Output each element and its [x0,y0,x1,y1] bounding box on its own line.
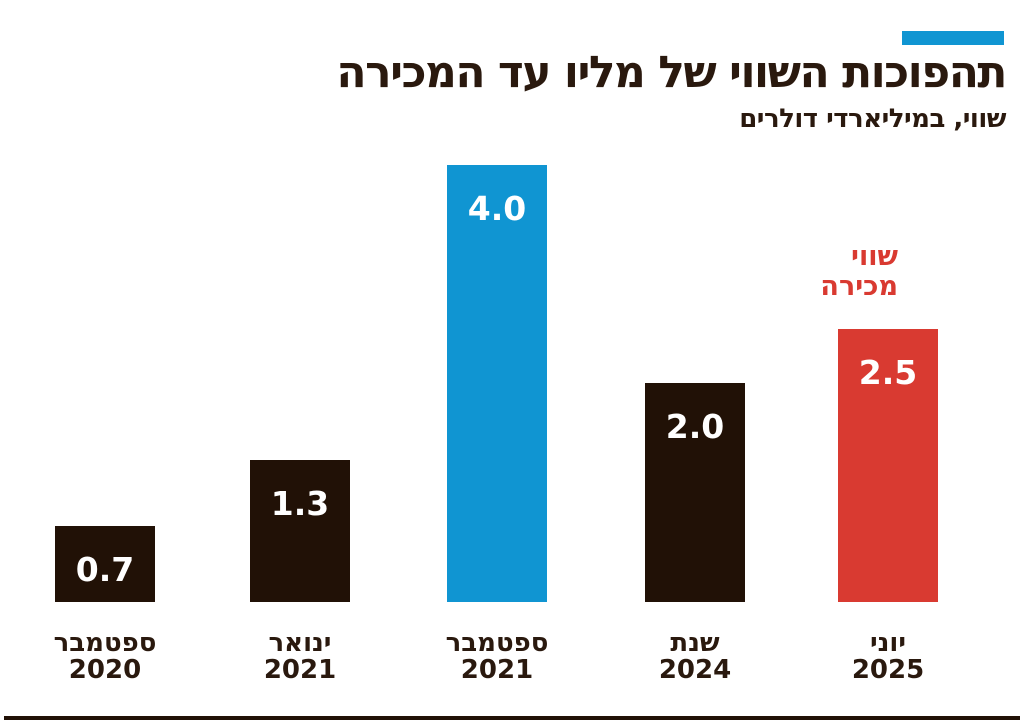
bar-group-sep-2020: 0.7 ספטמבר 2020 [54,0,157,727]
x-tick-label: ספטמבר 2021 [446,630,549,684]
tick-month: ספטמבר [53,628,157,658]
bar-value-label: 2.0 [665,407,725,446]
bar-value-label: 1.3 [270,484,330,523]
tick-year: 2020 [68,655,142,685]
tick-month: שנת [670,628,720,658]
bar-value-label: 4.0 [467,189,527,228]
bar-group-2024: 2.0 שנת 2024 [645,0,745,727]
x-tick-label: ינואר 2021 [264,630,336,684]
bar-value-label: 0.7 [75,550,135,589]
bar-rect: 2.0 [645,383,745,602]
bar-group-jun-2025: 2.5 יוני 2025 [838,0,938,727]
annotation-line-1: שווי [851,241,898,272]
tick-month: יוני [869,628,907,658]
x-tick-label: ספטמבר 2020 [54,630,157,684]
bar-rect: 4.0 [447,165,547,602]
tick-year: 2024 [658,655,732,685]
sale-value-annotation: שווי מכירה [820,242,898,302]
tick-year: 2021 [263,655,337,685]
x-tick-label: יוני 2025 [852,630,924,684]
bar-group-sep-2021: 4.0 ספטמבר 2021 [446,0,549,727]
bar-rect: 0.7 [55,526,155,602]
tick-month: ינואר [268,628,332,658]
chart-subtitle: שווי, במיליארדי דולרים [739,104,1006,134]
bar-group-jan-2021: 1.3 ינואר 2021 [250,0,350,727]
tick-year: 2025 [851,655,925,685]
bar-rect: 1.3 [250,460,350,602]
bar-rect: 2.5 [838,329,938,602]
brand-accent-bar [902,31,1004,45]
annotation-line-2: מכירה [820,271,898,302]
tick-month: ספטמבר [445,628,549,658]
bottom-rule [4,716,1020,720]
chart-title: תהפוכות השווי של מליו עד המכירה [336,47,1007,98]
bar-value-label: 2.5 [858,353,918,392]
x-tick-label: שנת 2024 [659,630,731,684]
tick-year: 2021 [460,655,534,685]
